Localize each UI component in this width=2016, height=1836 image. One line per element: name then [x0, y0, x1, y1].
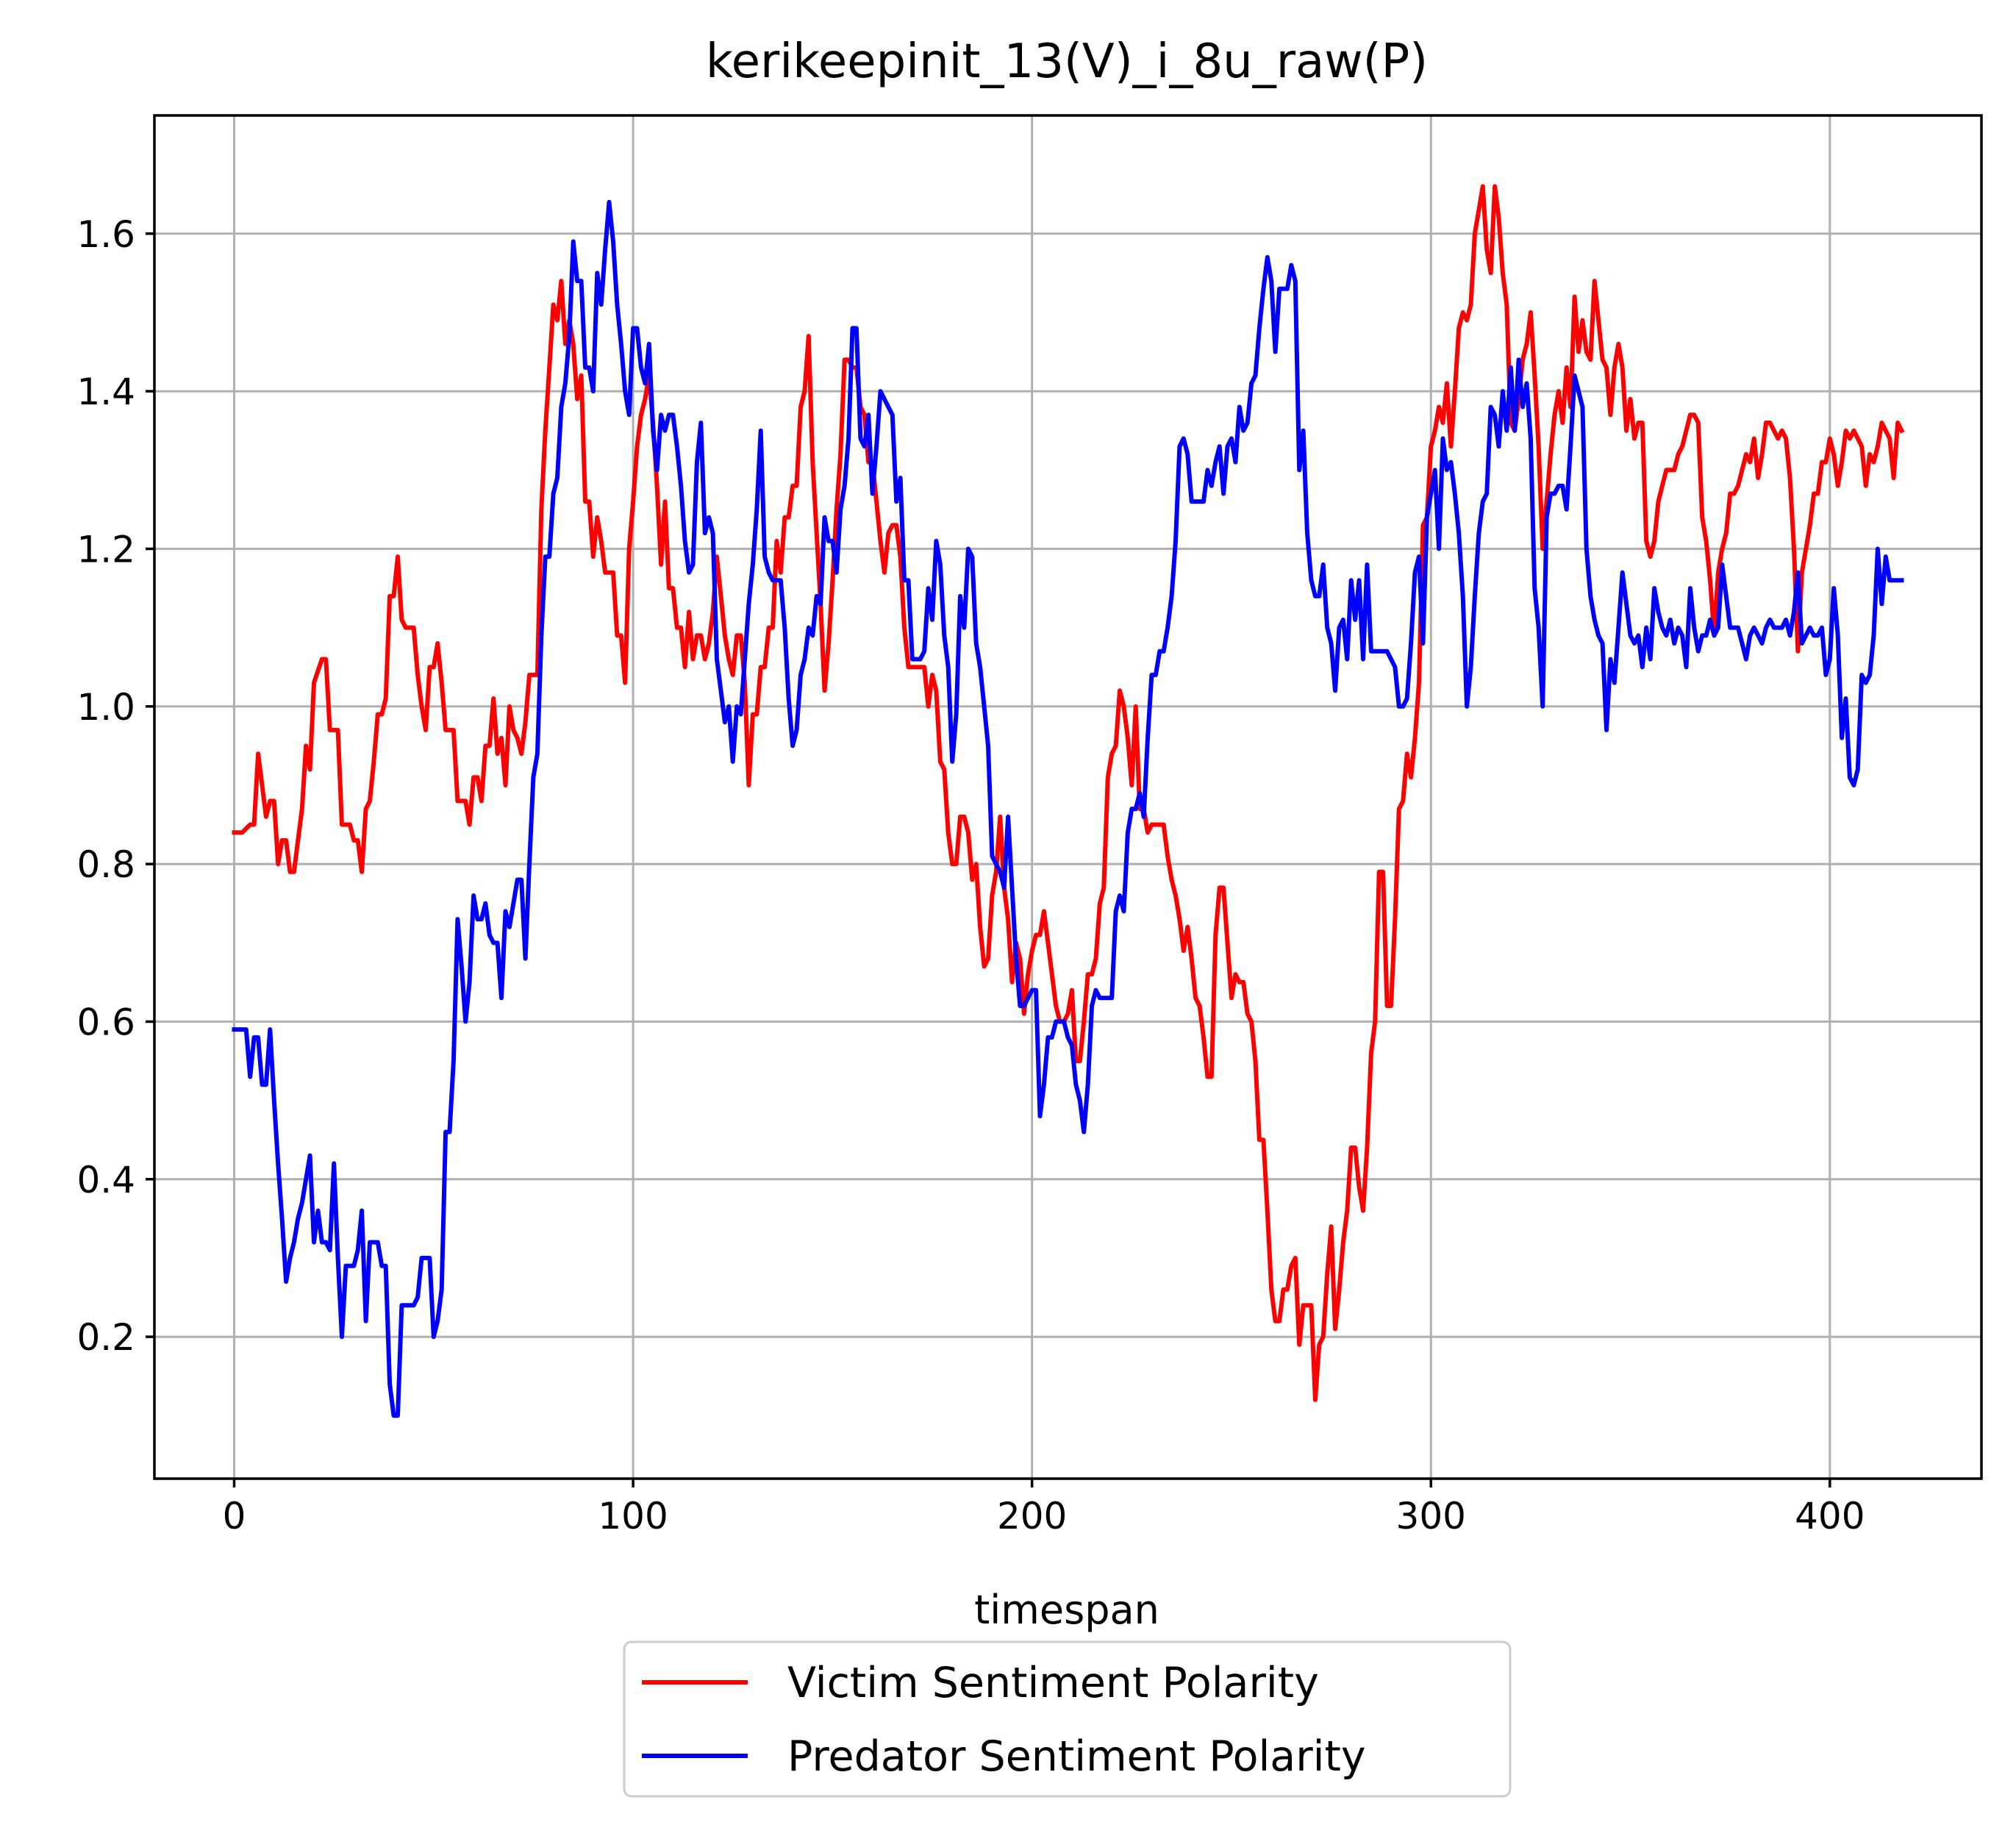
- chart-title: kerikeepinit_13(V)_i_8u_raw(P): [706, 35, 1428, 89]
- x-axis-label: timespan: [974, 1587, 1159, 1633]
- x-tick-label: 400: [1795, 1495, 1865, 1537]
- y-tick-label: 0.4: [76, 1159, 135, 1201]
- legend-label-predator: Predator Sentiment Polarity: [787, 1732, 1366, 1781]
- series-layer: [232, 184, 1905, 1418]
- x-tick-label: 300: [1396, 1495, 1466, 1537]
- legend-label-victim: Victim Sentiment Polarity: [787, 1659, 1319, 1707]
- x-tick-label: 0: [223, 1495, 246, 1537]
- axis-ticks: 0 100 200 300 400 0.2 0.4 0.6 0.8 1.0 1.2 1.4 1.6: [76, 213, 1865, 1537]
- legend-box: [623, 1640, 1512, 1798]
- predator-sentiment-line: [232, 199, 1904, 1418]
- y-tick-label: 1.6: [76, 213, 135, 256]
- y-tick-label: 1.4: [76, 371, 135, 413]
- y-tick-label: 1.2: [76, 528, 135, 571]
- plot-frame: [153, 114, 1983, 1480]
- x-tick-label: 200: [997, 1495, 1067, 1537]
- y-tick-label: 1.0: [76, 686, 135, 729]
- grid-lines: [154, 115, 1981, 1479]
- y-tick-label: 0.8: [76, 843, 135, 886]
- y-tick-label: 0.2: [76, 1316, 135, 1359]
- x-tick-label: 100: [598, 1495, 668, 1537]
- legend: Victim Sentiment Polarity Predator Senti…: [623, 1640, 1512, 1798]
- victim-sentiment-line: [232, 184, 1905, 1402]
- y-tick-label: 0.6: [76, 1001, 135, 1043]
